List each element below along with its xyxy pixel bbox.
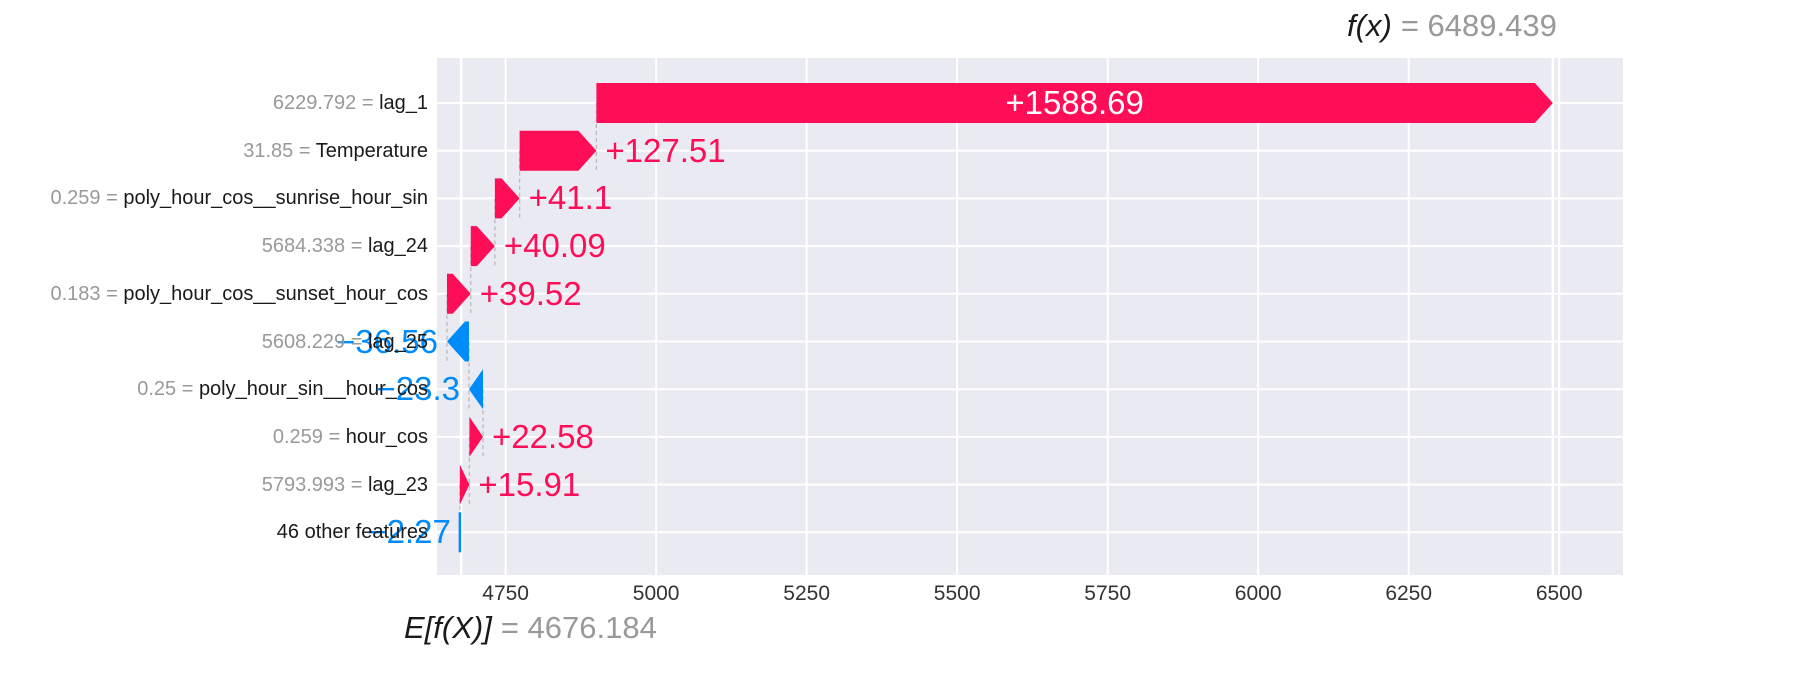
feature-label: 46 other features bbox=[276, 521, 428, 544]
feature-label: 0.183 = poly_hour_cos__sunset_hour_cos bbox=[50, 282, 428, 305]
x-tick-label: 5500 bbox=[933, 582, 981, 605]
bar-value-label: +41.1 bbox=[528, 179, 613, 217]
x-tick-label: 6000 bbox=[1234, 582, 1282, 605]
x-tick-label: 5000 bbox=[632, 582, 680, 605]
bar-value-label: +22.58 bbox=[491, 417, 594, 455]
feature-label: 0.259 = hour_cos bbox=[272, 425, 428, 448]
x-tick-label: 6250 bbox=[1385, 582, 1433, 605]
bar-value-label: −23.3 bbox=[376, 370, 460, 408]
feature-label: 0.25 = poly_hour_sin__hour_cos bbox=[137, 378, 428, 401]
x-tick-label: 4750 bbox=[482, 582, 529, 605]
x-tick-label: 5750 bbox=[1084, 582, 1132, 605]
waterfall-bar bbox=[446, 273, 471, 314]
feature-label: 5684.338 = lag_24 bbox=[261, 235, 428, 258]
waterfall-bar bbox=[459, 464, 470, 505]
expected-value-footer: E[f(X)] = 4676.184 bbox=[404, 610, 657, 646]
waterfall-bar bbox=[468, 369, 483, 410]
expected-value-label: E[f(X)] bbox=[404, 610, 492, 645]
bar-value-label: −36.56 bbox=[336, 322, 438, 360]
bar-value-label: +127.51 bbox=[605, 131, 726, 169]
expected-value-number: = 4676.184 bbox=[500, 610, 657, 645]
feature-label: 31.85 = Temperature bbox=[243, 139, 428, 162]
bar-value-label: +15.91 bbox=[478, 465, 581, 503]
waterfall-bar bbox=[470, 226, 495, 267]
x-tick-label: 5250 bbox=[783, 582, 830, 605]
bar-value-label: +1588.69 bbox=[1005, 84, 1144, 121]
fx-header: f(x) = 6489.439 bbox=[1347, 8, 1557, 44]
waterfall-bar bbox=[458, 512, 462, 553]
waterfall-bar bbox=[494, 178, 520, 219]
fx-label: f(x) bbox=[1347, 8, 1392, 43]
feature-label: 5793.993 = lag_23 bbox=[261, 473, 428, 496]
plot-background bbox=[437, 58, 1623, 575]
bar-value-label: +40.09 bbox=[503, 227, 606, 265]
bar-value-label: +39.52 bbox=[479, 274, 582, 312]
waterfall-bar bbox=[596, 83, 1553, 123]
feature-label: 0.259 = poly_hour_cos__sunrise_hour_sin bbox=[50, 187, 429, 210]
feature-label: 5608.229 = lag_25 bbox=[261, 330, 428, 353]
waterfall-bar bbox=[446, 321, 469, 362]
feature-label: 6229.792 = lag_1 bbox=[272, 92, 428, 114]
x-tick-label: 6500 bbox=[1535, 582, 1583, 605]
waterfall-bar bbox=[519, 130, 597, 171]
bar-value-label: −2.27 bbox=[367, 513, 451, 551]
fx-value: = 6489.439 bbox=[1400, 8, 1557, 43]
waterfall-bar bbox=[469, 416, 483, 457]
